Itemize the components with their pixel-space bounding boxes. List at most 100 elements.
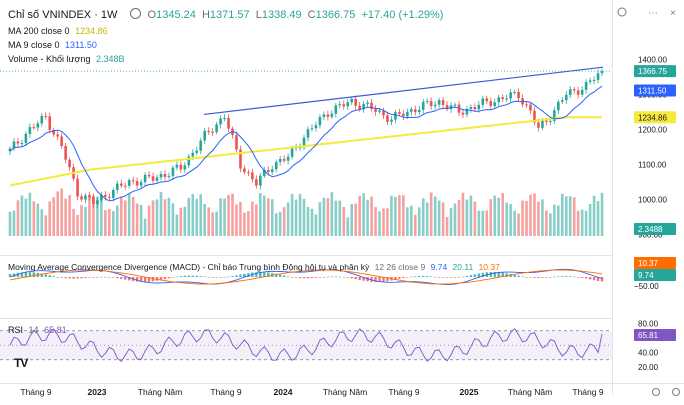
macd-hist-bar (44, 274, 47, 277)
clock-icon[interactable] (652, 388, 660, 396)
volume-bar (112, 211, 115, 236)
open-value: 1345.24 (156, 9, 196, 21)
candle-body (203, 130, 206, 141)
candle-body (493, 102, 497, 107)
volume-bar (505, 202, 508, 236)
macd-hist-bar (565, 276, 568, 277)
macd-hist-bar (517, 275, 520, 277)
volume-bar (469, 195, 473, 236)
macd-hist-bar (457, 277, 461, 278)
eye-icon[interactable] (130, 8, 142, 19)
time-axis-label: Tháng 9 (572, 387, 603, 397)
macd-hist-bar (203, 276, 206, 278)
macd-params: 12 26 close 9 (374, 262, 426, 272)
more-icon[interactable]: ⋯ (648, 8, 658, 19)
candle-body (600, 71, 604, 74)
change-value: +17.40 (+1.29%) (361, 9, 444, 21)
volume-bar (302, 198, 306, 236)
volume-bar (239, 202, 242, 236)
volume-bar (175, 214, 179, 236)
macd-value-2: 20.11 (452, 262, 474, 272)
macd-hist-bar (461, 276, 465, 278)
macd-label: Moving Average Convergence Divergence (M… (8, 262, 370, 272)
close-value: 1366.75 (315, 9, 356, 21)
symbol-title[interactable]: Chỉ số VNINDEX · 1W (8, 9, 118, 21)
gear-icon[interactable] (617, 7, 627, 17)
volume-legend[interactable]: Volume - Khối lượng 2.348B (8, 54, 128, 64)
candle-body (576, 90, 580, 95)
candle-body (183, 165, 187, 170)
candle-body (398, 112, 401, 114)
macd-badge-signal-bg (634, 257, 676, 269)
time-axis-label: Tháng 9 (210, 387, 241, 397)
macd-hist-bar (135, 277, 139, 282)
candle-body (417, 109, 421, 113)
time-axis-label: 2024 (274, 387, 293, 397)
volume-bar (135, 203, 139, 236)
candle-body (326, 114, 330, 117)
volume-bar (171, 203, 175, 236)
volume-bar (410, 205, 413, 236)
candle-body (163, 174, 167, 177)
candle-body (115, 183, 119, 190)
macd-hist-bar (330, 276, 334, 278)
volume-bar (151, 200, 155, 236)
macd-hist-bar (453, 277, 457, 278)
ma200-legend[interactable]: MA 200 close 0 1234.86 (8, 26, 111, 36)
candle-body (433, 104, 437, 107)
volume-bar (441, 202, 445, 236)
macd-hist-bar (314, 277, 318, 278)
candle-body (24, 133, 28, 144)
candle-body (239, 149, 242, 169)
volume-bar (572, 197, 576, 236)
macd-hist-bar (600, 277, 604, 282)
high-value: 1371.57 (209, 9, 250, 21)
volume-bar (60, 188, 63, 236)
volume-bar (449, 208, 453, 236)
macd-hist-bar (354, 277, 357, 280)
volume-bar (278, 211, 282, 236)
macd-hist-bar (286, 276, 290, 277)
volume-bar (342, 206, 346, 236)
candle-body (481, 98, 485, 105)
volume-bar (68, 195, 71, 236)
candle-body (108, 196, 111, 198)
volume-bar (179, 207, 183, 236)
macd-hist-bar (592, 277, 596, 281)
volume-bar (366, 199, 369, 236)
volume-bar (560, 193, 564, 236)
macd-tick-label: −50.00 (634, 282, 659, 291)
volume-bar (330, 192, 334, 236)
candle-body (306, 129, 310, 138)
rsi-legend[interactable]: RSI 14 65.81 (8, 325, 70, 335)
volume-bar (564, 196, 568, 236)
high-label: H (201, 9, 210, 21)
candle-body (286, 156, 290, 161)
macd-hist-bar (513, 274, 516, 277)
macd-hist-bar (171, 277, 175, 278)
macd-legend[interactable]: Moving Average Convergence Divergence (M… (8, 262, 503, 272)
volume-bar (286, 202, 290, 236)
candle-body (187, 156, 191, 166)
candle-body (274, 161, 278, 170)
volume-bar (310, 208, 314, 236)
macd-hist-bar (243, 273, 246, 277)
volume-bar (227, 194, 230, 236)
tradingview-logo[interactable]: TV (14, 356, 28, 370)
candle-body (557, 101, 560, 111)
volume-bar (485, 210, 489, 236)
candle-body (461, 112, 465, 115)
volume-bar (211, 212, 214, 236)
macd-hist-bar (441, 277, 445, 278)
macd-hist-bar (370, 277, 373, 282)
macd-hist-bar (350, 277, 353, 279)
candle-body (8, 148, 12, 152)
candle-body (112, 189, 115, 198)
volume-bar (521, 200, 524, 236)
candle-body (445, 105, 449, 110)
price-badge-close-bg (634, 65, 676, 78)
ma9-legend[interactable]: MA 9 close 0 1311.50 (8, 40, 100, 50)
close-icon[interactable]: × (670, 8, 676, 19)
settings-icon[interactable] (672, 388, 680, 396)
